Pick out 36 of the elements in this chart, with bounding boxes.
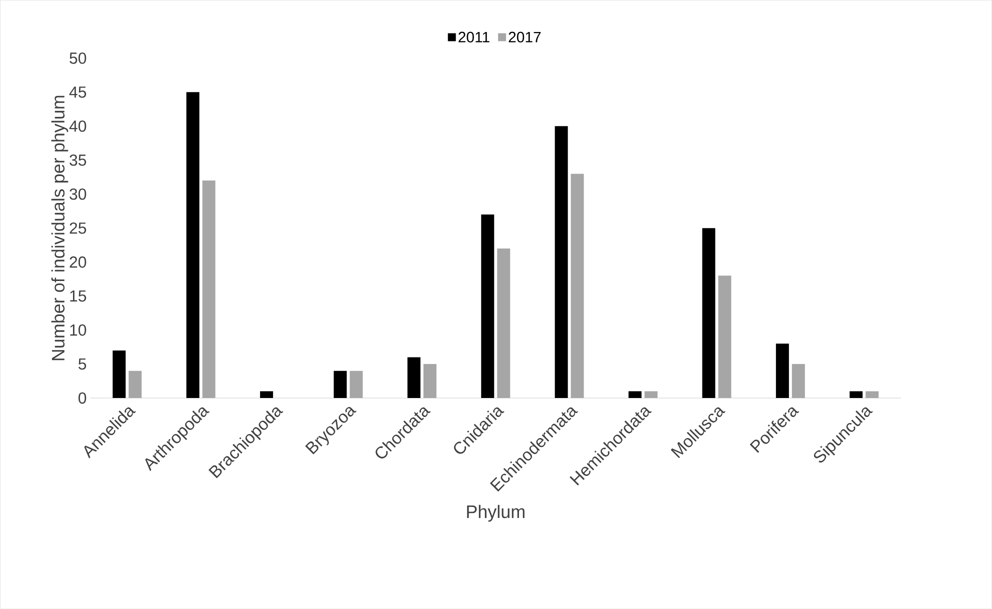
bar <box>350 370 363 398</box>
x-axis-title: Phylum <box>467 504 524 522</box>
y-tick-label: 25 <box>70 222 86 234</box>
y-tick-label: 20 <box>70 256 86 268</box>
bar <box>128 370 142 398</box>
bar <box>792 364 805 398</box>
bar <box>554 126 568 398</box>
bar <box>850 391 863 398</box>
bar <box>776 344 789 398</box>
y-tick-label: 15 <box>70 290 86 302</box>
bar <box>570 174 584 398</box>
legend-label: 2017 <box>508 32 541 42</box>
y-tick-label: 40 <box>69 120 86 132</box>
bar <box>202 180 216 398</box>
bar <box>644 391 658 398</box>
y-tick-label: 0 <box>78 392 86 404</box>
y-tick-label: 10 <box>70 324 86 336</box>
y-tick-label: 30 <box>70 188 86 200</box>
y-tick-label: 5 <box>78 358 86 370</box>
y-tick-label: 35 <box>70 154 86 166</box>
bar <box>423 364 436 398</box>
bar <box>407 357 420 398</box>
bar <box>702 228 716 398</box>
bar <box>718 276 732 398</box>
y-axis-title: Number of individuals per phylum <box>51 96 68 360</box>
legend-label: 2011 <box>458 32 490 42</box>
bar <box>334 370 347 398</box>
y-tick-label: 45 <box>69 86 86 98</box>
bar <box>628 391 642 398</box>
bar <box>186 92 200 398</box>
bar <box>260 391 274 398</box>
bar <box>112 350 126 398</box>
y-tick-label: 50 <box>70 52 86 64</box>
bar <box>497 248 510 398</box>
bar <box>866 391 879 398</box>
bar <box>481 214 494 398</box>
